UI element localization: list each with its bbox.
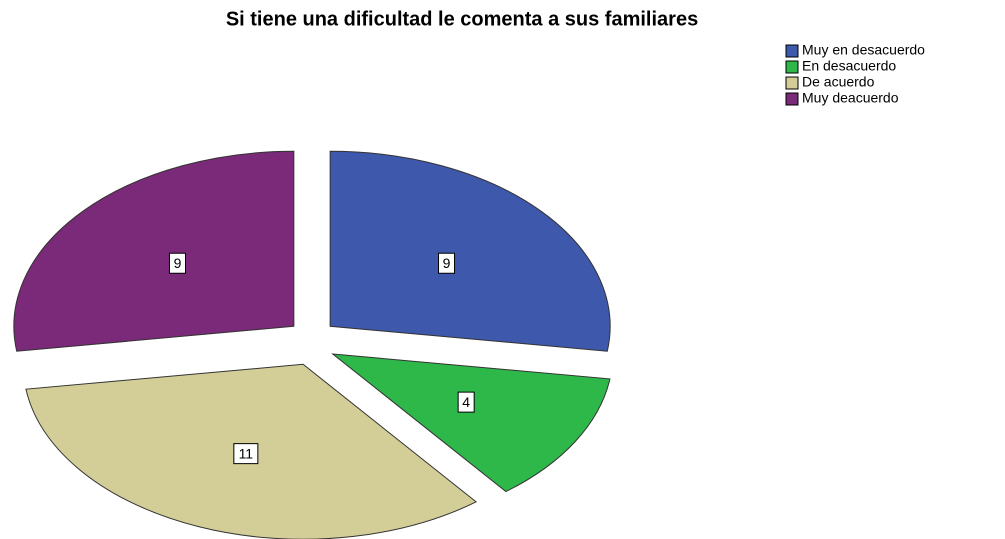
pie-slice <box>331 353 611 493</box>
pie-slice <box>329 150 611 352</box>
legend-swatch <box>785 92 799 106</box>
data-label: 9 <box>174 255 182 271</box>
data-label-box <box>457 391 475 413</box>
legend-label: Muy deacuerdo <box>802 90 899 106</box>
data-label: 4 <box>462 394 470 410</box>
data-label-box <box>233 443 259 465</box>
legend-swatch <box>785 44 799 58</box>
data-label-box <box>438 252 456 274</box>
data-label-box <box>168 252 186 274</box>
data-label: 11 <box>239 445 254 461</box>
legend-swatch <box>785 76 799 90</box>
pie-slice <box>13 150 295 352</box>
legend-label: De acuerdo <box>802 74 875 90</box>
legend-label: Muy en desacuerdo <box>802 42 925 58</box>
legend-swatch <box>785 60 799 74</box>
legend-label: En desacuerdo <box>802 58 896 74</box>
chart-title: Si tiene una dificultad le comenta a sus… <box>226 8 698 30</box>
data-label: 9 <box>443 255 451 271</box>
